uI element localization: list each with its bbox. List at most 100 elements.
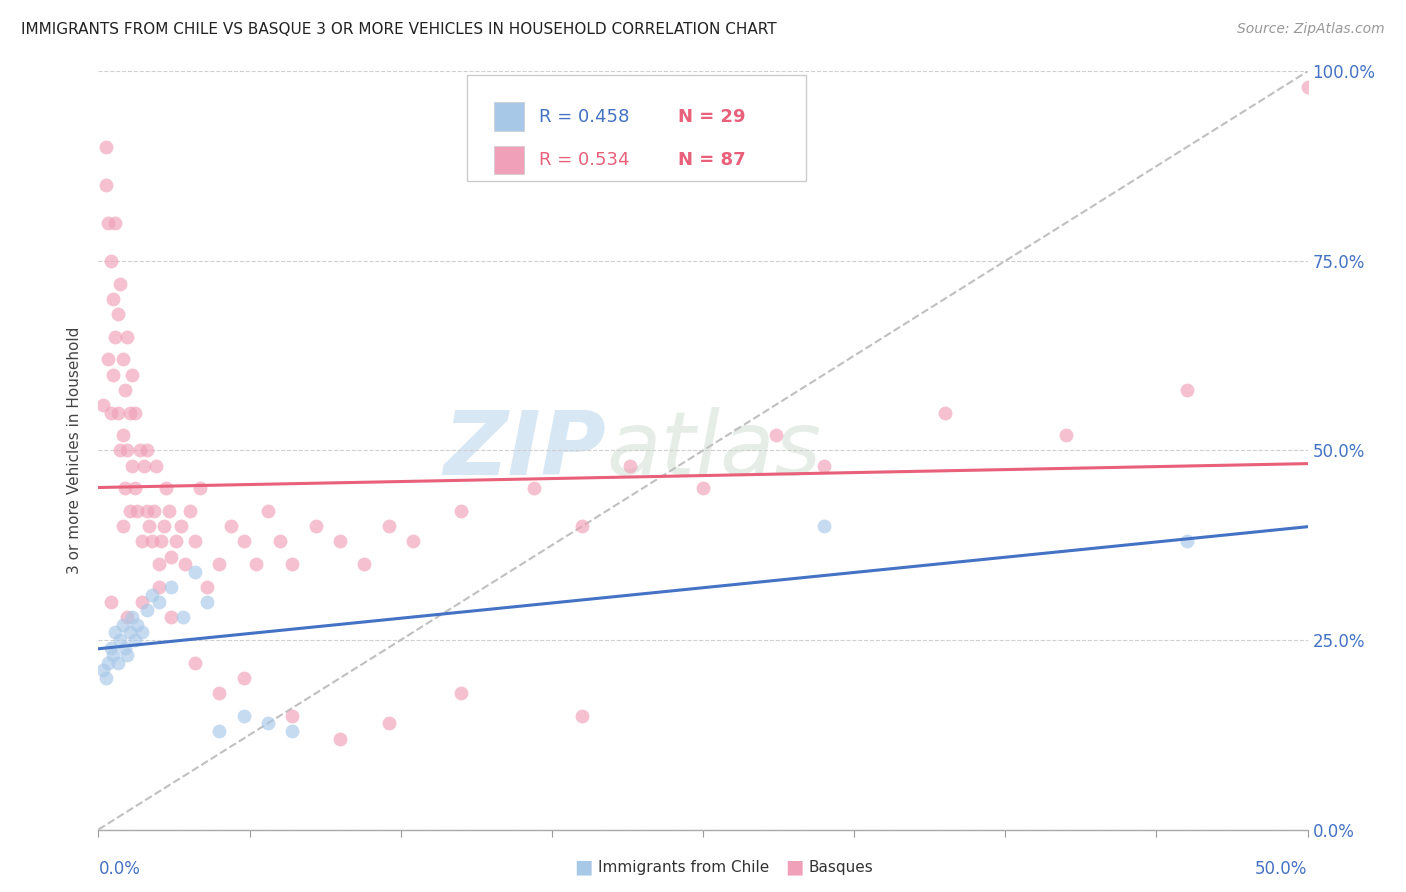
Point <box>208 686 231 700</box>
Text: 0.0%: 0.0% <box>98 860 141 878</box>
Point <box>571 708 593 723</box>
Point <box>131 625 153 640</box>
Point <box>104 330 127 344</box>
Point <box>184 565 207 579</box>
Bar <box>494 145 524 175</box>
Point <box>118 625 141 640</box>
Point <box>101 292 124 306</box>
Point <box>145 458 167 473</box>
Point <box>124 482 146 496</box>
FancyBboxPatch shape <box>467 75 806 181</box>
Point <box>100 595 122 609</box>
Point <box>155 482 177 496</box>
Point <box>97 656 120 670</box>
Text: 50.0%: 50.0% <box>1256 860 1308 878</box>
Text: Basques: Basques <box>808 860 873 874</box>
Point <box>523 482 546 496</box>
Point <box>450 686 472 700</box>
Point <box>571 519 593 533</box>
Point <box>128 443 150 458</box>
Point <box>117 330 139 344</box>
Point <box>124 633 146 648</box>
Point <box>127 504 149 518</box>
Point <box>329 534 352 549</box>
Point <box>148 595 170 609</box>
Point <box>813 519 835 533</box>
Point <box>114 383 136 397</box>
Text: Source: ZipAtlas.com: Source: ZipAtlas.com <box>1237 22 1385 37</box>
Text: atlas: atlas <box>606 408 821 493</box>
Point <box>141 588 163 602</box>
Point <box>195 580 218 594</box>
Point <box>256 716 278 731</box>
Point <box>1054 428 1077 442</box>
Point <box>111 428 134 442</box>
Text: ■: ■ <box>574 857 593 877</box>
Point <box>114 640 136 655</box>
Point <box>117 648 139 662</box>
Point <box>121 368 143 382</box>
Point <box>114 482 136 496</box>
Point <box>131 534 153 549</box>
Point <box>377 716 399 731</box>
Point <box>179 504 201 518</box>
Point <box>131 595 153 609</box>
Y-axis label: 3 or more Vehicles in Household: 3 or more Vehicles in Household <box>67 326 83 574</box>
Text: R = 0.534: R = 0.534 <box>538 151 628 169</box>
Point <box>208 557 231 572</box>
Point <box>329 731 352 746</box>
Point <box>692 482 714 496</box>
Point <box>232 671 254 685</box>
Point <box>121 610 143 624</box>
Point <box>143 504 166 518</box>
Point <box>157 504 180 518</box>
Text: ZIP: ZIP <box>443 407 606 494</box>
Point <box>1296 79 1319 94</box>
Point <box>305 519 328 533</box>
Point <box>134 458 156 473</box>
Point <box>117 610 139 624</box>
Point <box>150 534 173 549</box>
Point <box>108 633 131 648</box>
Point <box>107 307 129 321</box>
Point <box>111 617 134 632</box>
Point <box>353 557 375 572</box>
Point <box>188 482 211 496</box>
Point <box>141 534 163 549</box>
Text: N = 87: N = 87 <box>678 151 745 169</box>
Point <box>160 610 183 624</box>
Bar <box>494 103 524 131</box>
Point <box>94 178 117 193</box>
Point <box>221 519 243 533</box>
Point <box>100 640 122 655</box>
Point <box>100 253 122 268</box>
Point <box>111 519 134 533</box>
Point <box>1175 383 1198 397</box>
Point <box>619 458 641 473</box>
Point <box>101 648 124 662</box>
Point <box>184 534 207 549</box>
Point <box>91 664 114 678</box>
Point <box>160 580 183 594</box>
Text: N = 29: N = 29 <box>678 108 745 126</box>
Point <box>148 580 170 594</box>
Point <box>118 504 141 518</box>
Point <box>269 534 291 549</box>
Point <box>127 617 149 632</box>
Point <box>245 557 267 572</box>
Point <box>281 708 304 723</box>
Point <box>94 140 117 154</box>
Point <box>97 216 120 230</box>
Point <box>117 443 139 458</box>
Point <box>377 519 399 533</box>
Point <box>111 352 134 367</box>
Point <box>94 671 117 685</box>
Point <box>281 557 304 572</box>
Point <box>256 504 278 518</box>
Point <box>1175 534 1198 549</box>
Text: ■: ■ <box>785 857 804 877</box>
Point <box>169 519 191 533</box>
Point <box>165 534 187 549</box>
Point <box>160 549 183 564</box>
Point <box>208 724 231 739</box>
